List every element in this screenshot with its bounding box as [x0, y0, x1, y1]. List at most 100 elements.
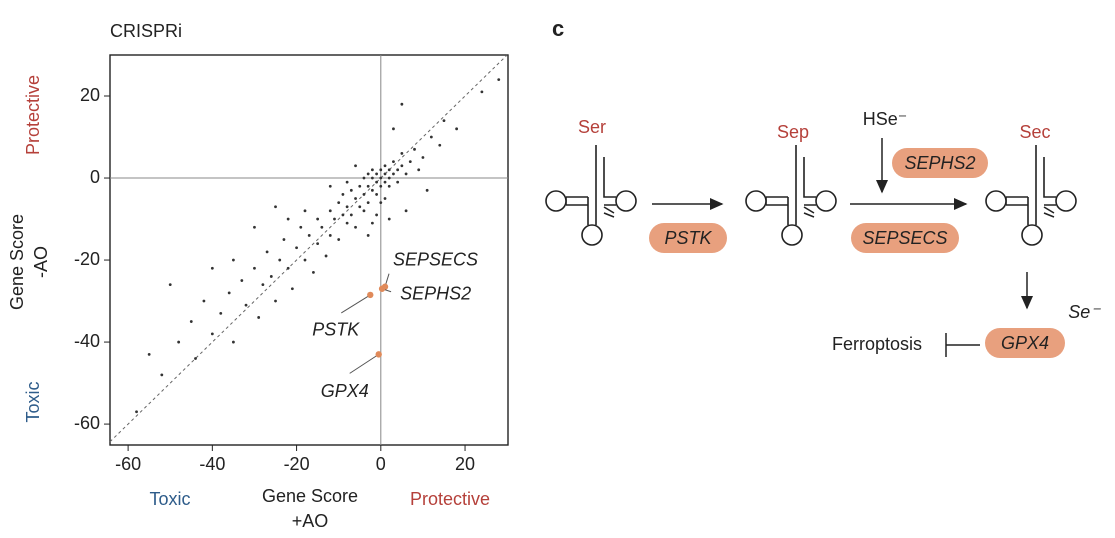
point: [421, 156, 425, 159]
y-tick-label: -20: [74, 249, 100, 269]
point: [383, 180, 387, 184]
point: [290, 287, 294, 291]
point: [497, 78, 501, 82]
gene-label: PSTK: [312, 320, 360, 340]
point: [312, 270, 315, 274]
point: [387, 168, 391, 172]
enzyme-pill: [985, 328, 1065, 358]
point: [387, 217, 391, 221]
point: [316, 217, 320, 221]
point: [480, 90, 484, 94]
point: [383, 164, 387, 168]
point: [303, 209, 307, 213]
point: [345, 221, 349, 225]
point: [286, 217, 290, 221]
trna: [745, 144, 837, 246]
x-label: Gene Score: [262, 486, 358, 506]
x-tick-label: 0: [376, 454, 386, 474]
point: [194, 357, 197, 360]
point: [168, 283, 172, 287]
x-high-label: Protective: [410, 489, 490, 509]
point: [362, 193, 366, 196]
point: [177, 340, 181, 344]
point: [341, 213, 345, 217]
point: [286, 266, 290, 270]
point: [316, 242, 320, 246]
point: [387, 184, 391, 188]
point: [354, 225, 357, 229]
point: [232, 340, 235, 344]
enzyme-pill: [851, 223, 959, 253]
enzyme: SEPSECS: [862, 228, 947, 248]
x-tick-label: 20: [455, 454, 475, 474]
point: [362, 176, 366, 180]
point: [379, 201, 383, 205]
point: [387, 176, 391, 180]
point: [442, 119, 446, 123]
point: [337, 201, 341, 205]
point: [370, 176, 374, 180]
point: [408, 160, 412, 164]
enzyme-pill: [892, 148, 988, 178]
point: [328, 184, 332, 188]
point: [429, 135, 433, 139]
point: [189, 320, 193, 323]
point: [333, 217, 336, 221]
point: [354, 164, 357, 168]
point: [240, 279, 244, 282]
point: [375, 180, 378, 184]
y-high-label: Protective: [23, 75, 43, 155]
point: [265, 250, 269, 254]
point: [307, 234, 311, 237]
point: [400, 102, 404, 106]
y-tick-label: -40: [74, 331, 100, 351]
point: [349, 213, 353, 217]
trna: [985, 144, 1077, 246]
point: [392, 127, 395, 131]
x-tick-label: -40: [199, 454, 225, 474]
gene-label: GPX4: [321, 381, 369, 401]
gene-point: [378, 285, 386, 292]
point: [392, 172, 395, 176]
enzyme-pill: [649, 223, 727, 253]
point: [274, 205, 277, 209]
point: [425, 188, 429, 192]
leader-line: [341, 294, 371, 314]
enzyme: PSTK: [664, 228, 712, 248]
donor: HSe⁻: [863, 109, 908, 129]
point: [392, 160, 395, 164]
point: [210, 332, 214, 336]
point: [404, 209, 408, 213]
trna-label: Ser: [578, 117, 606, 137]
y-label: -AO: [31, 246, 51, 278]
point: [396, 180, 400, 184]
gene-label: SEPHS2: [400, 284, 471, 304]
point: [244, 303, 248, 307]
point: [366, 172, 370, 176]
diagonal: [109, 54, 508, 443]
point: [261, 283, 265, 287]
point: [379, 168, 383, 172]
gene-point: [367, 291, 374, 299]
gene-point: [375, 351, 382, 358]
panel-label: c: [552, 16, 564, 41]
trna-label: Sep: [777, 122, 809, 142]
y-label: Gene Score: [7, 214, 27, 310]
point: [413, 147, 416, 151]
point: [366, 234, 370, 237]
point: [358, 205, 362, 209]
point: [379, 176, 383, 180]
point: [366, 201, 370, 205]
y-low-label: Toxic: [23, 381, 43, 422]
point: [383, 197, 387, 200]
point: [303, 258, 307, 262]
point: [274, 299, 277, 303]
point: [349, 188, 353, 192]
point: [295, 246, 298, 250]
point: [438, 143, 442, 147]
point: [147, 352, 151, 356]
point: [354, 197, 357, 200]
x-low-label: Toxic: [149, 489, 190, 509]
y-tick-label: 0: [90, 167, 100, 187]
point: [396, 168, 400, 172]
